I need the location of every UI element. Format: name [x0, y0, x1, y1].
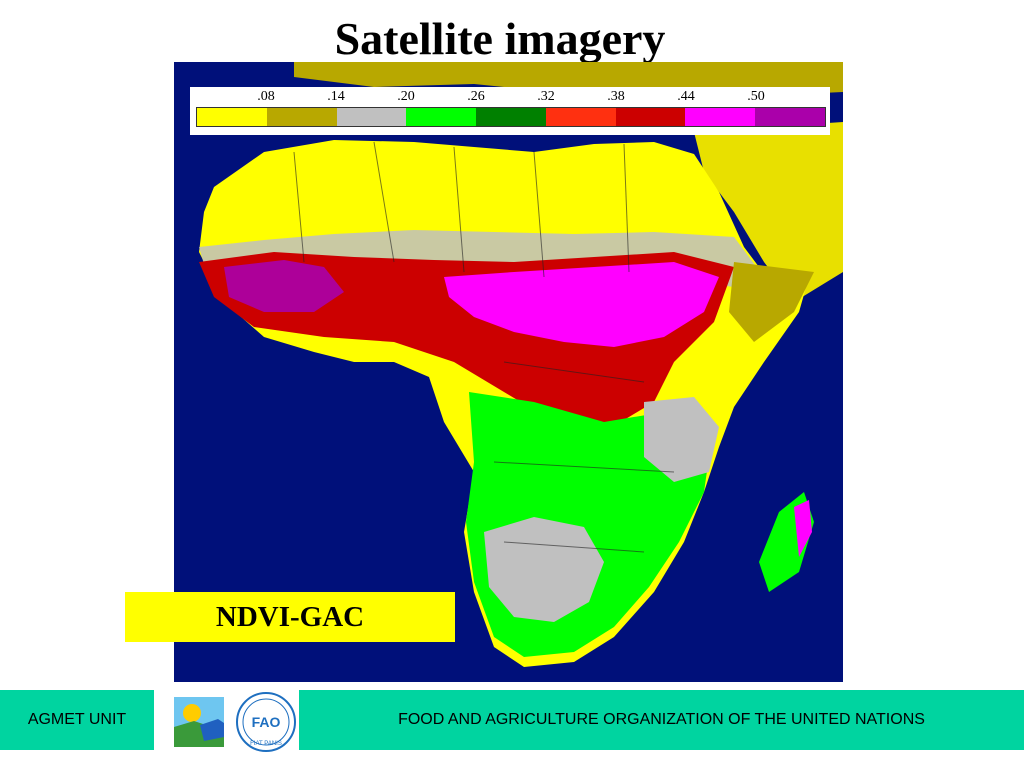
- legend-tick: .44: [677, 89, 695, 104]
- legend-color-bar: [196, 107, 826, 127]
- legend-swatch: [336, 108, 407, 126]
- arabia-landmass: [694, 122, 843, 302]
- legend-swatch: [615, 108, 686, 126]
- fao-motto: FIAT PANIS: [250, 741, 282, 747]
- legend-tick: .26: [467, 89, 485, 104]
- legend-tick: .50: [747, 89, 765, 104]
- legend-swatch: [755, 108, 826, 126]
- fao-logo-text: FAO: [252, 714, 281, 730]
- legend-tick: .14: [327, 89, 345, 104]
- organization-banner: FOOD AND AGRICULTURE ORGANIZATION OF THE…: [299, 690, 1024, 750]
- kalahari: [484, 517, 604, 622]
- ndvi-legend: .08 .14 .20 .26 .32 .38 .44 .50: [190, 87, 830, 135]
- agmet-unit-label: AGMET UNIT: [0, 690, 154, 750]
- legend-tick: .32: [537, 89, 555, 104]
- horn-of-africa: [729, 262, 814, 342]
- legend-swatch: [266, 108, 337, 126]
- country-borders: [293, 141, 675, 553]
- legend-swatch: [685, 108, 756, 126]
- central-forest: [444, 262, 719, 347]
- legend-labels: .08 .14 .20 .26 .32 .38 .44 .50: [190, 89, 830, 107]
- east-plateau: [644, 397, 719, 482]
- legend-swatch: [406, 108, 477, 126]
- legend-swatch: [545, 108, 616, 126]
- legend-swatch: [197, 108, 267, 126]
- legend-tick: .38: [607, 89, 625, 104]
- map-caption: NDVI-GAC: [125, 592, 455, 642]
- legend-tick: .08: [257, 89, 275, 104]
- madagascar-east: [794, 500, 812, 557]
- fao-logo-icon: FAO FIAT PANIS: [235, 691, 297, 753]
- slide-title: Satellite imagery: [334, 13, 666, 64]
- ndvi-map: .08 .14 .20 .26 .32 .38 .44 .50: [174, 62, 843, 682]
- agmet-logo-icon: [174, 697, 224, 747]
- legend-swatch: [476, 108, 546, 126]
- west-forest: [224, 260, 344, 312]
- legend-tick: .20: [397, 89, 415, 104]
- africa-map-graphic: [199, 62, 843, 667]
